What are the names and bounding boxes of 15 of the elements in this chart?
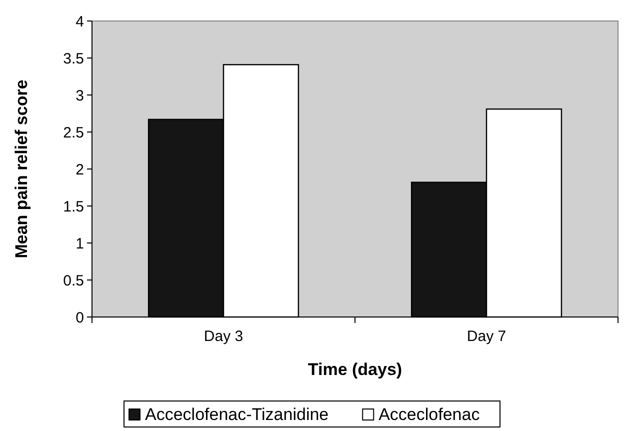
x-axis-title: Time (days) (308, 360, 402, 379)
legend-label: Acceclofenac-Tizanidine (145, 404, 329, 424)
y-tick-label: 3.5 (63, 50, 84, 68)
y-tick-label: 4 (76, 13, 84, 30)
y-tick-label: 3 (76, 87, 84, 104)
y-tick-label: 2 (76, 161, 84, 178)
y-tick-label: 2.5 (63, 124, 84, 142)
legend-label: Acceclofenac (378, 404, 480, 424)
y-tick-label: 1.5 (63, 198, 84, 216)
x-tick-label: Day 3 (204, 328, 244, 345)
y-tick-label: 0.5 (63, 272, 84, 290)
y-axis-title: Mean pain relief score (12, 80, 31, 258)
x-tick-label: Day 7 (466, 328, 506, 345)
y-tick-label: 0 (76, 309, 84, 326)
y-tick-label: 1 (76, 235, 84, 252)
